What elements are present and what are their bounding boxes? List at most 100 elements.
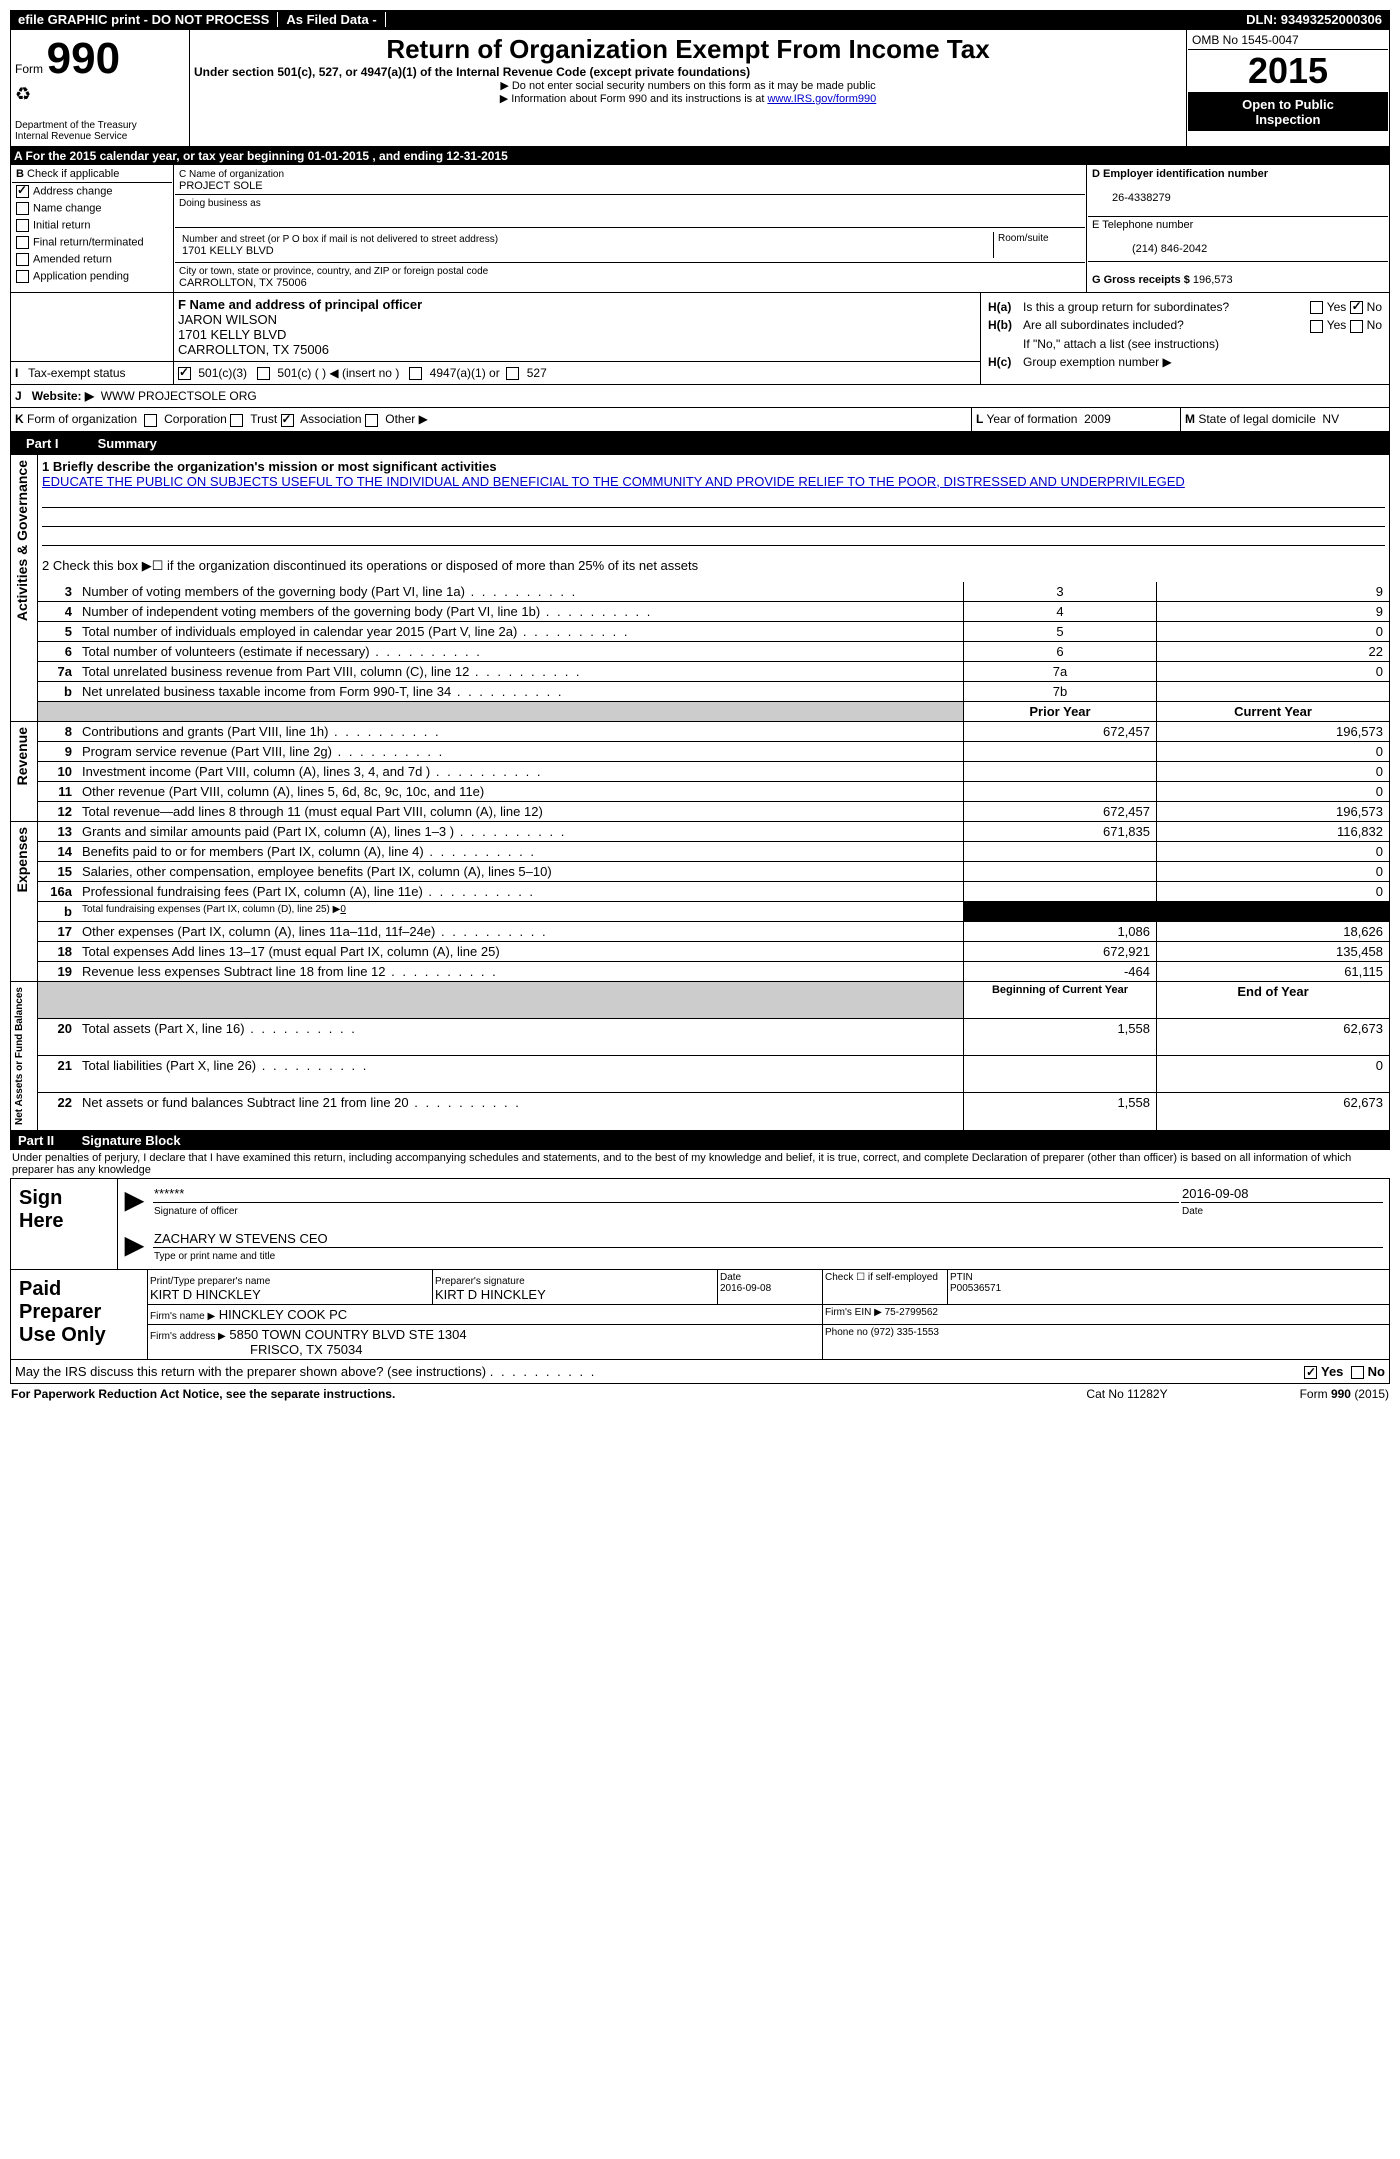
line-19: Revenue less expenses Subtract line 18 f… [76,961,964,981]
sign-here-label: Sign Here [11,1178,118,1269]
firm-ein-cell: Firm's EIN ▶ 75-2799562 [823,1304,1390,1324]
top-bar: efile GRAPHIC print - DO NOT PROCESS As … [10,10,1390,29]
section-c-dba: Doing business as [175,195,1085,228]
firm-addr-cell: Firm's address ▶ 5850 TOWN COUNTRY BLVD … [148,1324,823,1359]
check-trust[interactable] [230,414,243,427]
discuss-no[interactable] [1351,1366,1364,1379]
officer-name: ZACHARY W STEVENS CEO [153,1230,1383,1248]
sig-date: 2016-09-08 [1181,1185,1383,1203]
section-e: E Telephone number (214) 846-2042 [1088,217,1388,262]
side-net-assets: Net Assets or Fund Balances [12,983,27,1129]
section-h: H(a) Is this a group return for subordin… [981,293,1390,385]
notice-2: ▶ Information about Form 990 and its ins… [194,92,1182,105]
line-2: 2 Check this box ▶☐ if the organization … [38,550,1390,582]
line-1-label: 1 Briefly describe the organization's mi… [42,459,497,474]
part-ii-header: Part II Signature Block [10,1131,1390,1150]
form-word: Form [15,62,43,76]
line-13: Grants and similar amounts paid (Part IX… [76,821,964,841]
as-filed-label: As Filed Data - [282,12,385,27]
check-527[interactable] [506,367,519,380]
section-c-street: Number and street (or P O box if mail is… [175,228,1085,263]
dept-label: Department of the Treasury [15,120,185,131]
firm-name-cell: Firm's name ▶ HINCKLEY COOK PC [148,1304,823,1324]
ha-yes[interactable] [1310,301,1323,314]
line-3-text: Number of voting members of the governin… [76,582,964,602]
page-footer: For Paperwork Reduction Act Notice, see … [10,1386,1390,1402]
line-15: Salaries, other compensation, employee b… [76,861,964,881]
name-arrow-icon: ▶ [124,1230,151,1263]
check-other[interactable] [365,414,378,427]
prep-date-cell: Date 2016-09-08 [718,1270,823,1305]
self-employed-cell: Check ☐ if self-employed [823,1270,948,1305]
section-f: F Name and address of principal officer … [174,293,981,362]
form-subtitle: Under section 501(c), 527, or 4947(a)(1)… [194,65,1182,79]
part-i-body: Activities & Governance 1 Briefly descri… [10,455,1390,1131]
sections-k-l-m: K Form of organization Corporation Trust… [10,408,1390,431]
section-g: G Gross receipts $ 196,573 [1088,262,1388,288]
form-number: 990 [47,34,120,83]
firm-phone-cell: Phone no (972) 335-1553 [823,1324,1390,1359]
form-header: Form 990 ♻ Department of the Treasury In… [10,29,1390,147]
line-17: Other expenses (Part IX, column (A), lin… [76,921,964,941]
check-4947[interactable] [409,367,422,380]
side-revenue: Revenue [12,723,32,789]
check-final-return[interactable]: Final return/terminated [12,234,172,251]
check-corp[interactable] [144,414,157,427]
efile-label: efile GRAPHIC print - DO NOT PROCESS [14,12,278,27]
sections-f-h: F Name and address of principal officer … [10,293,1390,385]
paid-preparer-label: Paid Preparer Use Only [11,1270,148,1360]
section-a: A For the 2015 calendar year, or tax yea… [10,147,1390,165]
signature-block: Sign Here ▶ ****** 2016-09-08 Signature … [10,1178,1390,1270]
hb-yes[interactable] [1310,320,1323,333]
sections-b-h: B Check if applicable Address change Nam… [10,165,1390,293]
ptin-cell: PTIN P00536571 [948,1270,1390,1305]
discuss-yes[interactable] [1304,1366,1317,1379]
prep-sig-cell: Preparer's signature KIRT D HINCKLEY [433,1270,718,1305]
line-b: Total fundraising expenses (Part IX, col… [76,901,964,921]
line-20: Total assets (Part X, line 16) [76,1018,964,1055]
notice-1: ▶ Do not enter social security numbers o… [194,79,1182,92]
open-public: Open to Public Inspection [1188,93,1388,131]
line-9: Program service revenue (Part VIII, line… [76,741,964,761]
discuss-row: May the IRS discuss this return with the… [10,1360,1390,1384]
mission-text[interactable]: EDUCATE THE PUBLIC ON SUBJECTS USEFUL TO… [42,474,1185,489]
section-c-city: City or town, state or province, country… [175,263,1085,291]
ha-no[interactable] [1350,301,1363,314]
line-4-text: Number of independent voting members of … [76,601,964,621]
check-501c[interactable] [257,367,270,380]
line-22: Net assets or fund balances Subtract lin… [76,1093,964,1130]
line-8: Contributions and grants (Part VIII, lin… [76,721,964,741]
section-d: D Employer identification number 26-4338… [1088,166,1388,217]
irs-label: Internal Revenue Service [15,131,185,142]
section-c-name: C Name of organization PROJECT SOLE [175,166,1085,195]
section-i-opts: 501(c)(3) 501(c) ( ) ◀ (insert no ) 4947… [174,362,981,385]
check-amended-return[interactable]: Amended return [12,251,172,268]
line-10: Investment income (Part VIII, column (A)… [76,761,964,781]
perjury-text: Under penalties of perjury, I declare th… [10,1150,1390,1178]
hb-no[interactable] [1350,320,1363,333]
side-expenses: Expenses [12,823,32,896]
line-7b-text: Net unrelated business taxable income fr… [76,681,964,701]
check-address-change[interactable]: Address change [12,183,172,200]
irs-link[interactable]: www.IRS.gov/form990 [767,93,876,105]
check-assoc[interactable] [281,414,294,427]
check-initial-return[interactable]: Initial return [12,217,172,234]
omb-number: OMB No 1545-0047 [1188,31,1388,50]
check-501c3[interactable] [178,367,191,380]
line-7a-text: Total unrelated business revenue from Pa… [76,661,964,681]
check-application-pending[interactable]: Application pending [12,268,172,285]
line-12: Total revenue—add lines 8 through 11 (mu… [76,801,964,821]
section-j: J Website: ▶ WWW PROJECTSOLE ORG [10,385,1390,408]
officer-signature: ****** [153,1185,1179,1203]
line-21: Total liabilities (Part X, line 26) [76,1056,964,1093]
dln-label: DLN: 93493252000306 [1242,12,1386,27]
check-name-change[interactable]: Name change [12,200,172,217]
side-activities: Activities & Governance [12,456,32,625]
tax-year: 2015 [1188,50,1388,93]
sign-arrow-icon: ▶ [124,1185,151,1218]
prep-name-cell: Print/Type preparer's name KIRT D HINCKL… [148,1270,433,1305]
recycle-icon: ♻ [15,84,31,104]
form-title: Return of Organization Exempt From Incom… [194,34,1182,65]
part-i-header: Part I Summary [10,432,1390,455]
line-14: Benefits paid to or for members (Part IX… [76,841,964,861]
